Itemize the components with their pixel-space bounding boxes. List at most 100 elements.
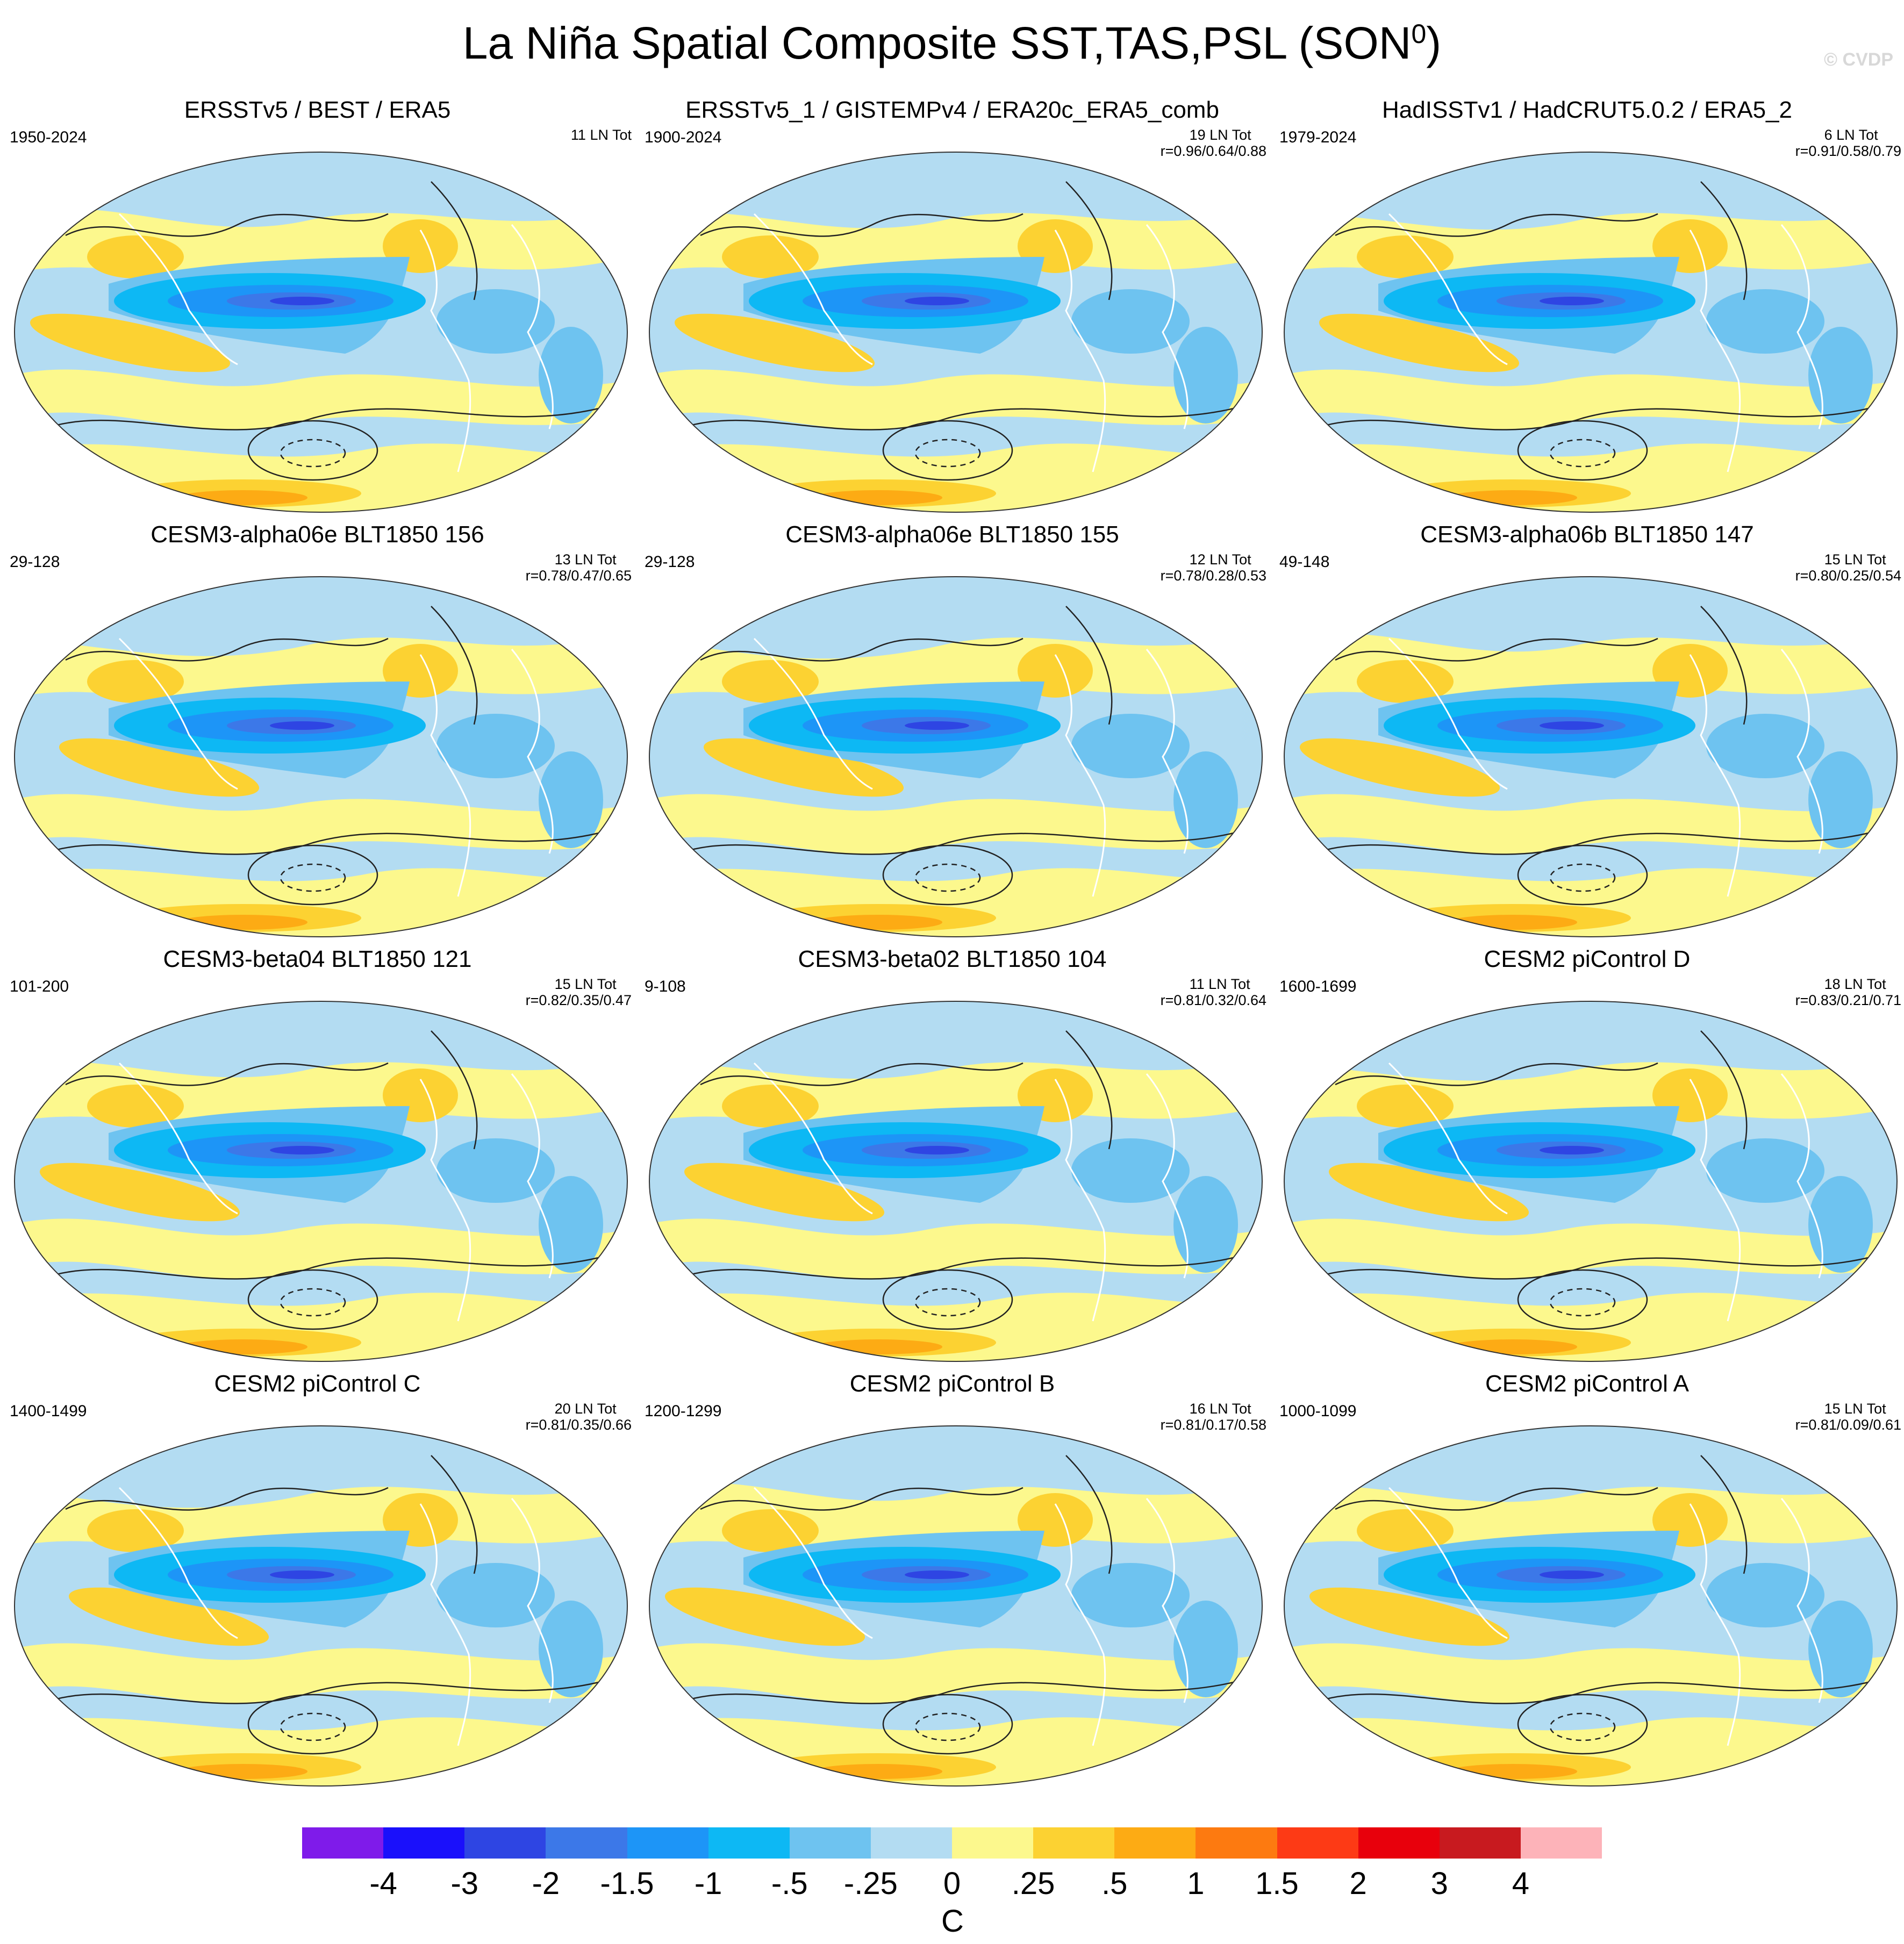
map-panel: CESM3-beta02 BLT1850 104 9-108 11 LN Tot r=… <box>635 945 1270 1369</box>
panel-title: CESM2 piControl A <box>1485 1371 1690 1397</box>
panel-event-count: 13 LN Tot <box>554 551 617 568</box>
panel-info: 13 LN Tot r=0.78/0.47/0.65 <box>526 551 632 584</box>
panel-correlation: r=0.81/0.32/0.64 <box>1160 992 1266 1008</box>
colorbar-tick-label: 4 <box>1512 1866 1530 1901</box>
panel-correlation: r=0.96/0.64/0.88 <box>1160 143 1266 159</box>
colorbar-swatch <box>302 1827 384 1859</box>
panel-event-count: 6 LN Tot <box>1824 127 1878 143</box>
panel-title: CESM3-alpha06e BLT1850 156 <box>151 521 484 548</box>
main-title-close: ) <box>1426 18 1442 68</box>
map-panel: CESM2 piControl D 1600-1699 18 LN Tot r=0.8… <box>1270 945 1904 1369</box>
panel-info: 6 LN Tot r=0.91/0.58/0.79 <box>1795 127 1901 159</box>
global-map <box>14 152 628 513</box>
panel-years: 1950-2024 <box>10 128 87 146</box>
panel-info: 16 LN Tot r=0.81/0.17/0.58 <box>1161 1401 1266 1433</box>
panel-correlation: r=0.81/0.17/0.58 <box>1160 1417 1266 1433</box>
panel-title: CESM3-alpha06b BLT1850 147 <box>1420 521 1754 548</box>
global-map <box>1284 1001 1898 1362</box>
colorbar-swatch <box>1114 1827 1196 1859</box>
panel-event-count: 15 LN Tot <box>1824 1401 1886 1417</box>
panel-event-count: 19 LN Tot <box>1189 127 1251 143</box>
panel-info: 12 LN Tot r=0.78/0.28/0.53 <box>1161 551 1266 584</box>
colorbar-swatch <box>789 1827 871 1859</box>
map-panel: ERSSTv5_1 / GISTEMPv4 / ERA20c_ERA5_comb… <box>635 96 1270 520</box>
copyright: © CVDP <box>1824 49 1893 70</box>
panel-correlation: r=0.81/0.09/0.61 <box>1795 1417 1901 1433</box>
panel-correlation: r=0.83/0.21/0.71 <box>1795 992 1901 1008</box>
panel-years: 1600-1699 <box>1279 978 1357 995</box>
panel-years: 29-128 <box>645 553 695 571</box>
global-map <box>14 1001 628 1362</box>
colorbar-tick-label: 2 <box>1349 1866 1367 1901</box>
colorbar-tick-label: 3 <box>1430 1866 1448 1901</box>
colorbar-swatch <box>1439 1827 1521 1859</box>
panel-correlation: r=0.80/0.25/0.54 <box>1795 568 1901 584</box>
colorbar-swatch <box>870 1827 952 1859</box>
colorbar-tick-label: -3 <box>450 1866 479 1901</box>
colorbar-tick-label: 0 <box>943 1866 961 1901</box>
panel-info: 19 LN Tot r=0.96/0.64/0.88 <box>1161 127 1266 159</box>
global-map <box>1284 576 1898 937</box>
panel-correlation: r=0.78/0.47/0.65 <box>525 568 632 584</box>
global-map <box>1284 1425 1898 1787</box>
panel-info: 15 LN Tot r=0.82/0.35/0.47 <box>526 976 632 1008</box>
panel-years: 9-108 <box>645 978 686 995</box>
map-panel: CESM3-alpha06e BLT1850 155 29-128 12 LN To… <box>635 520 1270 945</box>
main-title-superscript: 0 <box>1411 19 1427 49</box>
panel-title: CESM3-beta02 BLT1850 104 <box>798 946 1107 972</box>
panel-info: 20 LN Tot r=0.81/0.35/0.66 <box>526 1401 632 1433</box>
panel-correlation: r=0.78/0.28/0.53 <box>1160 568 1266 584</box>
main-title: La Niña Spatial Composite SST,TAS,PSL (S… <box>0 16 1904 70</box>
panel-event-count: 11 LN Tot <box>570 127 632 143</box>
panel-years: 101-200 <box>10 978 69 995</box>
colorbar-units: C <box>941 1904 964 1939</box>
colorbar-tick-label: -1 <box>694 1866 722 1901</box>
main-title-text: La Niña Spatial Composite SST,TAS,PSL (S… <box>462 18 1412 68</box>
colorbar-tick-label: .25 <box>1011 1866 1055 1901</box>
global-map <box>649 1425 1263 1787</box>
colorbar-swatch <box>708 1827 790 1859</box>
panel-title: HadISSTv1 / HadCRUT5.0.2 / ERA5_2 <box>1382 97 1792 123</box>
panel-years: 1400-1499 <box>10 1402 87 1420</box>
map-panel: CESM3-alpha06b BLT1850 147 49-148 15 LN To… <box>1270 520 1904 945</box>
global-map <box>649 1001 1263 1362</box>
colorbar-swatch <box>546 1827 627 1859</box>
global-map <box>1284 152 1898 513</box>
panel-title: CESM2 piControl D <box>1484 946 1691 972</box>
panel-event-count: 11 LN Tot <box>1189 976 1250 992</box>
panel-event-count: 16 LN Tot <box>1189 1401 1251 1417</box>
global-map <box>14 1425 628 1787</box>
panel-info: 11 LN Tot r=0.81/0.32/0.64 <box>1161 976 1266 1008</box>
global-map <box>649 152 1263 513</box>
colorbar-tick-label: -.5 <box>771 1866 808 1901</box>
colorbar-swatch <box>464 1827 546 1859</box>
map-panel: CESM2 piControl B 1200-1299 16 LN Tot r=0.8… <box>635 1369 1270 1794</box>
global-map <box>14 576 628 937</box>
panel-event-count: 18 LN Tot <box>1824 976 1886 992</box>
colorbar <box>302 1827 1602 1859</box>
panel-info: 18 LN Tot r=0.83/0.21/0.71 <box>1795 976 1901 1008</box>
panel-event-count: 12 LN Tot <box>1189 551 1251 568</box>
map-panel: HadISSTv1 / HadCRUT5.0.2 / ERA5_2 1979-20… <box>1270 96 1904 520</box>
colorbar-tick-label: -1.5 <box>600 1866 654 1901</box>
panel-years: 1200-1299 <box>645 1402 722 1420</box>
colorbar-tick-label: -.25 <box>843 1866 898 1901</box>
panel-info: 15 LN Tot r=0.81/0.09/0.61 <box>1795 1401 1901 1433</box>
colorbar-tick-label: 1 <box>1187 1866 1205 1901</box>
panel-years: 29-128 <box>10 553 60 571</box>
global-map <box>649 576 1263 937</box>
colorbar-tick-label: -4 <box>369 1866 397 1901</box>
panel-title: ERSSTv5_1 / GISTEMPv4 / ERA20c_ERA5_comb <box>685 97 1219 123</box>
map-panel: CESM3-beta04 BLT1850 121 101-200 15 LN Tot… <box>0 945 635 1369</box>
panel-correlation: r=0.82/0.35/0.47 <box>525 992 632 1008</box>
colorbar-swatch <box>1033 1827 1115 1859</box>
colorbar-swatch <box>1520 1827 1602 1859</box>
panel-years: 1979-2024 <box>1279 128 1357 146</box>
colorbar-swatch <box>1196 1827 1277 1859</box>
panel-title: CESM2 piControl C <box>214 1371 421 1397</box>
panel-info: 15 LN Tot r=0.80/0.25/0.54 <box>1795 551 1901 584</box>
panel-title: CESM3-alpha06e BLT1850 155 <box>785 521 1119 548</box>
colorbar-tick-label: .5 <box>1101 1866 1128 1901</box>
panel-years: 49-148 <box>1279 553 1330 571</box>
panel-event-count: 20 LN Tot <box>554 1401 617 1417</box>
